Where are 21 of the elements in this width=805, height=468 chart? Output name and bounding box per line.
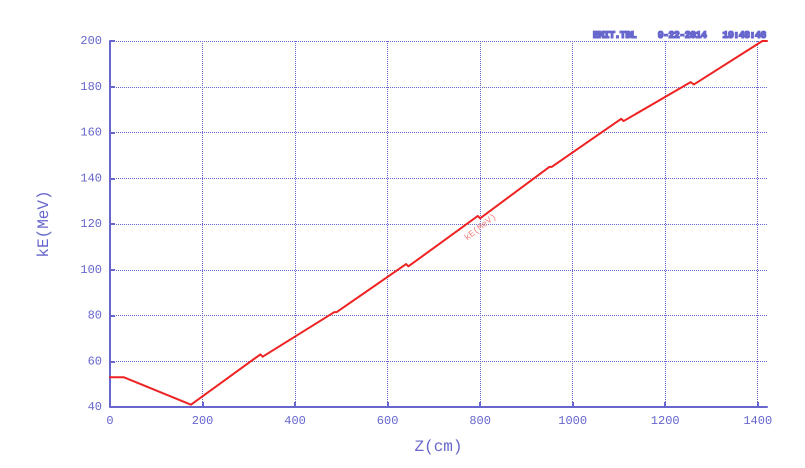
y-tick-label: 100 (80, 262, 102, 277)
x-tick-label: 0 (106, 414, 114, 428)
y-tick-label: 180 (80, 80, 102, 94)
y-tick-label: 80 (88, 308, 102, 322)
text: EMIT.TBL 9-22-2014 19:48:46 (593, 30, 766, 40)
x-tick-label: 600 (376, 414, 398, 428)
y-tick-label: 140 (80, 171, 102, 186)
y-tick-label: 200 (80, 34, 102, 48)
y-tick-label: 120 (80, 217, 102, 231)
y-tick-label: 40 (88, 400, 102, 414)
x-axis-title: Z(cm) (414, 438, 463, 456)
x-tick-label: 1400 (743, 414, 772, 428)
x-tick-label: 400 (284, 414, 306, 428)
x-tick-label: 1200 (650, 414, 680, 428)
x-tick-label: 1000 (558, 414, 588, 428)
y-tick-label: 60 (88, 354, 102, 368)
x-tick-label: 800 (469, 414, 491, 428)
line-series (109, 40, 768, 406)
x-tick-label: 200 (192, 414, 214, 428)
y-axis-title: kE(MeV) (35, 190, 53, 258)
y-tick-label: 160 (80, 126, 102, 140)
